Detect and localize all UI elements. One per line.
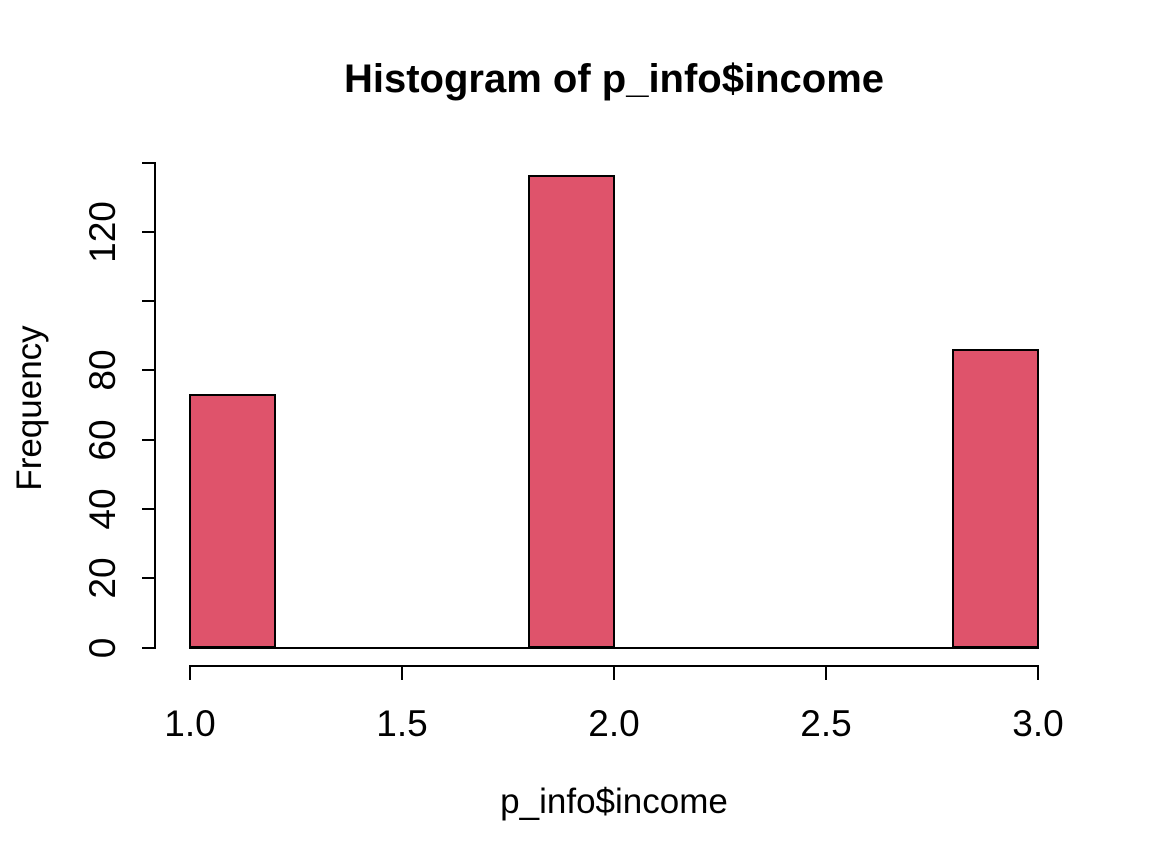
x-axis-line (189, 664, 1039, 667)
x-axis-label: p_info$income (500, 782, 728, 821)
y-tick (142, 577, 155, 580)
y-tick-label: 40 (82, 488, 123, 530)
x-tick-label: 1.0 (164, 703, 216, 744)
x-tick (189, 666, 191, 680)
y-tick-label: 60 (82, 419, 123, 461)
x-tick (825, 666, 827, 680)
y-tick (142, 369, 155, 372)
x-tick-label: 1.5 (376, 703, 428, 744)
y-tick (142, 230, 155, 233)
x-tick-label: 3.0 (1012, 703, 1064, 744)
x-tick (401, 666, 403, 680)
histogram-bar (952, 348, 1039, 649)
y-tick-label: 120 (82, 200, 123, 263)
histogram-bar (528, 175, 615, 649)
x-tick (613, 666, 615, 680)
y-tick-label: 0 (82, 637, 123, 658)
x-tick (1037, 666, 1039, 680)
x-tick-label: 2.5 (800, 703, 852, 744)
histogram-bar (189, 393, 276, 649)
y-axis-label: Frequency (10, 325, 49, 491)
x-tick-label: 2.0 (588, 703, 640, 744)
chart-title: Histogram of p_info$income (343, 57, 885, 101)
y-tick-label: 80 (82, 349, 123, 391)
y-tick (142, 507, 155, 510)
y-tick (142, 300, 155, 303)
y-tick-label: 20 (82, 557, 123, 599)
y-tick (142, 161, 155, 164)
y-tick (142, 438, 155, 441)
y-axis-line (154, 161, 156, 649)
y-tick (142, 646, 155, 649)
